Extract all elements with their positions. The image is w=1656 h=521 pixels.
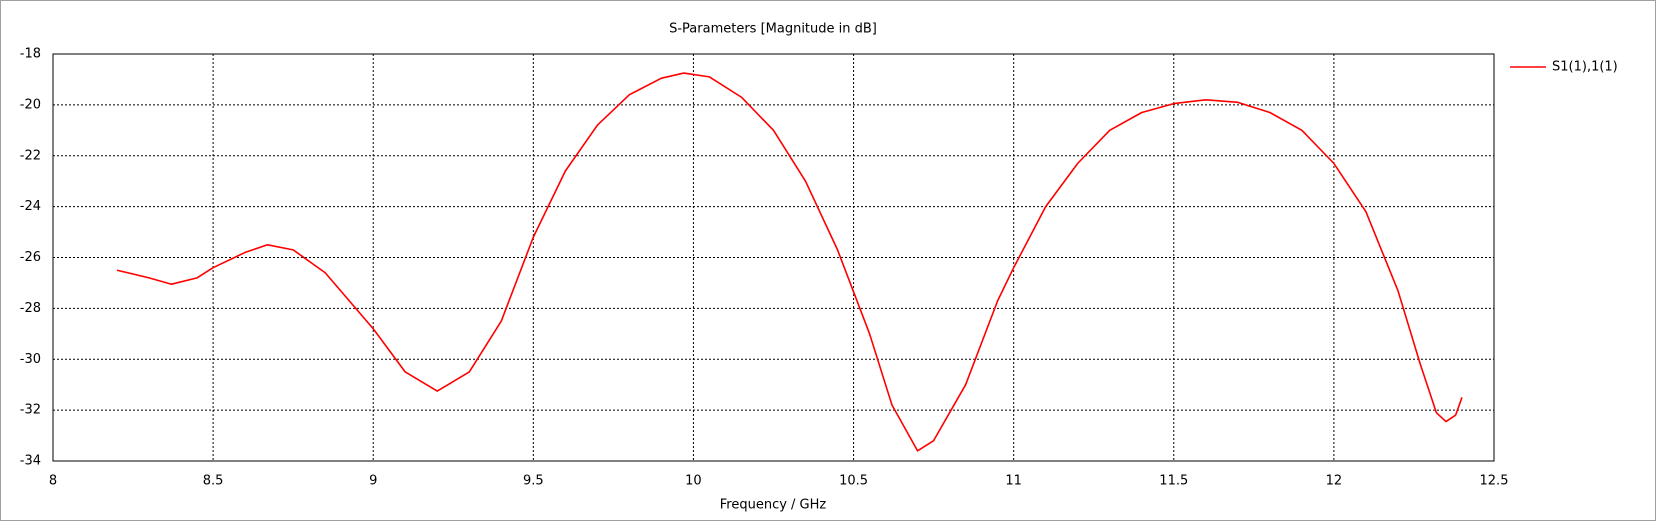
y-tick-label: -26 [20, 250, 41, 265]
chart-title: S-Parameters [Magnitude in dB] [669, 22, 877, 37]
x-tick-label: 12.5 [1480, 474, 1509, 489]
legend-label: S1(1),1(1) [1552, 60, 1618, 75]
y-tick-label: -24 [20, 199, 41, 214]
y-tick-label: -20 [20, 97, 41, 112]
y-tick-label: -22 [20, 148, 41, 163]
x-axis-label: Frequency / GHz [720, 498, 827, 513]
x-tick-label: 9 [369, 474, 377, 489]
y-tick-label: -32 [20, 403, 41, 418]
y-tick-label: -28 [20, 301, 41, 316]
x-tick-label: 11.5 [1159, 474, 1188, 489]
x-tick-label: 11 [1005, 474, 1022, 489]
x-tick-label: 8.5 [203, 474, 224, 489]
x-tick-label: 10 [685, 474, 702, 489]
x-tick-label: 12 [1326, 474, 1343, 489]
y-tick-label: -18 [20, 47, 41, 62]
y-tick-label: -30 [20, 352, 41, 367]
data-line [116, 72, 1463, 452]
x-tick-label: 8 [49, 474, 57, 489]
x-tick-label: 10.5 [839, 474, 868, 489]
x-tick-label: 9.5 [523, 474, 544, 489]
y-tick-label: -34 [20, 454, 41, 469]
